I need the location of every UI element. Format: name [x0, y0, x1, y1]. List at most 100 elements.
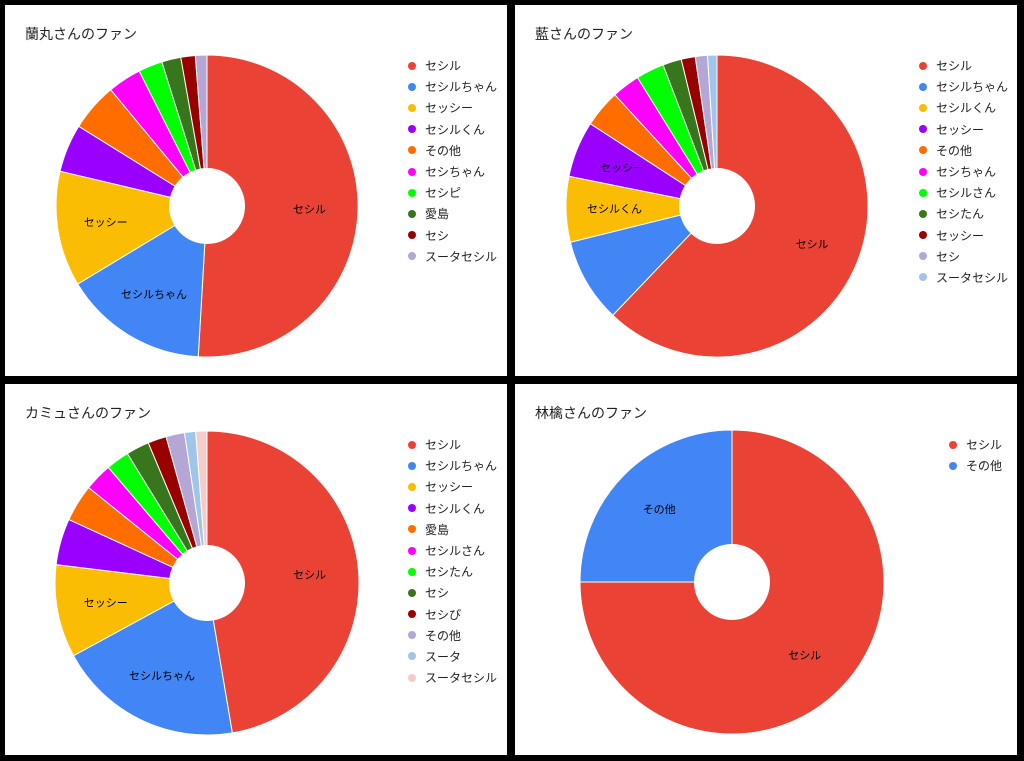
chart-legend: セシル その他 [949, 434, 1002, 476]
legend-item: セッシー [919, 119, 1008, 140]
legend-item: セシル [408, 55, 497, 76]
legend-swatch [949, 440, 957, 449]
legend-item: その他 [408, 625, 497, 646]
legend-item: セシルさん [408, 540, 497, 561]
legend-label: その他 [425, 143, 462, 158]
pie-slice [72, 582, 233, 736]
legend-item: セシ [408, 225, 497, 246]
legend-swatch [408, 631, 416, 640]
legend-item: セシルくん [919, 97, 1008, 118]
legend-item: セシルくん [408, 119, 497, 140]
legend-label: セシピ [425, 186, 462, 201]
legend-swatch [919, 146, 927, 155]
legend-swatch [408, 546, 416, 555]
legend-swatch [408, 525, 416, 534]
legend-label: セッシー [425, 480, 474, 495]
legend-swatch [408, 504, 416, 513]
legend-label: その他 [425, 628, 462, 643]
chart-legend: セシルセシルちゃんセッシー セシルくんその他セシちゃんセシピ愛島セシスータセシル [408, 55, 497, 267]
legend-swatch [408, 82, 416, 91]
legend-item: スータ [408, 646, 497, 667]
pie-slice [206, 430, 360, 734]
legend-swatch [408, 567, 416, 576]
legend-item: セシたん [408, 561, 497, 582]
legend-item: セシルちゃん [408, 455, 497, 476]
legend-swatch [408, 673, 416, 682]
legend-label: セシ [425, 228, 450, 243]
slice-label: セシル [293, 203, 326, 216]
legend-item: セシ [919, 246, 1008, 267]
pie-chart: セシル セシルくん セッシー [565, 54, 869, 358]
pie-slice [54, 564, 209, 657]
legend-item: セシピ [408, 182, 497, 203]
chart-title: 林檎さんのファン [535, 406, 647, 422]
legend-label: セシちゃん [425, 165, 486, 180]
pie-slice [77, 205, 208, 358]
slice-label: セッシー [84, 216, 128, 229]
legend-item: セシル [408, 434, 497, 455]
legend-item: セッシー [408, 97, 497, 118]
legend-label: セシルくん [936, 101, 997, 116]
legend-swatch [949, 461, 957, 470]
legend-swatch [408, 61, 416, 70]
legend-swatch [408, 482, 416, 491]
legend-swatch [408, 231, 416, 240]
donut-hole [169, 545, 245, 621]
legend-label: スータセシル [425, 249, 498, 264]
legend-label: その他 [966, 459, 1003, 474]
legend-item: セシたん [919, 203, 1008, 224]
legend-swatch [408, 652, 416, 661]
legend-label: セシたん [425, 565, 474, 580]
legend-label: セシぴ [425, 607, 462, 622]
legend-swatch [408, 103, 416, 112]
legend-label: セシちゃん [936, 165, 997, 180]
legend-swatch [408, 209, 416, 218]
legend-swatch [919, 167, 927, 176]
pie-slice [197, 54, 359, 358]
legend-item: 愛島 [408, 203, 497, 224]
slice-label: セシル [796, 238, 829, 251]
legend-item: セシルちゃん [408, 76, 497, 97]
legend-label: セシル [966, 438, 1003, 453]
slice-label: セシル [788, 649, 821, 662]
legend-swatch [408, 440, 416, 449]
legend-label: スータ [425, 649, 462, 664]
legend-label: スータセシル [936, 270, 1009, 285]
pie-slice [579, 429, 733, 583]
legend-label: セシル [936, 59, 973, 74]
legend-item: その他 [919, 140, 1008, 161]
legend-label: 愛島 [425, 522, 450, 537]
slice-label: セシル [293, 568, 326, 581]
legend-item: セシルくん [408, 498, 497, 519]
pie-slice [55, 170, 209, 285]
slice-label: セシルちゃん [121, 288, 187, 301]
legend-swatch [408, 588, 416, 597]
legend-label: セッシー [936, 228, 985, 243]
legend-swatch [408, 461, 416, 470]
chart-legend: セシル セシルちゃんセッシーセシルくん愛島セシルさんセシたんセシセシぴその他スータ… [408, 434, 497, 688]
slice-label: セシルくん [587, 202, 642, 215]
legend-label: セシ [936, 249, 961, 264]
legend-item: セシちゃん [408, 161, 497, 182]
legend-label: その他 [936, 143, 973, 158]
legend-label: セシ [425, 586, 450, 601]
legend-item: その他 [408, 140, 497, 161]
legend-item: スータセシル [408, 246, 497, 267]
legend-swatch [408, 610, 416, 619]
slice-label: その他 [643, 503, 676, 516]
slice-label: セッシー [600, 161, 644, 174]
pie-chart: セシル その他 [579, 429, 885, 735]
legend-item: セシぴ [408, 604, 497, 625]
legend-swatch [408, 167, 416, 176]
donut-hole [694, 544, 770, 620]
legend-swatch [408, 146, 416, 155]
legend-label: セシルちゃん [425, 80, 498, 95]
legend-swatch [919, 125, 927, 134]
legend-swatch [919, 209, 927, 218]
chart-title: カミュさんのファン [25, 406, 151, 422]
chart-legend: セシル セシルちゃん セシルくん セッシー その他 セシちゃん セシルさん セシたん セッシーセ… [919, 55, 1008, 288]
legend-swatch [919, 188, 927, 197]
pie-chart-panel: 藍さんのファン セシル セシルくん セッシー セシル セシルちゃん セシルくん セッシーそ… [515, 5, 1017, 376]
